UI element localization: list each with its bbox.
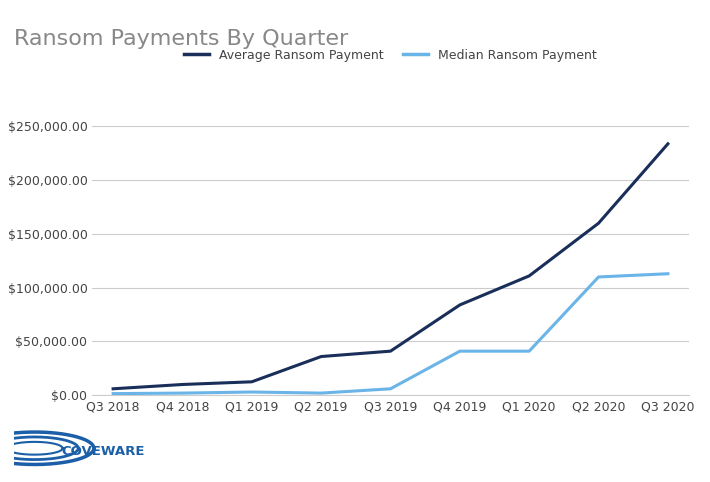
Text: Ransom Payments By Quarter: Ransom Payments By Quarter bbox=[14, 29, 349, 49]
Text: COVEWARE: COVEWARE bbox=[61, 445, 145, 457]
Legend: Average Ransom Payment, Median Ransom Payment: Average Ransom Payment, Median Ransom Pa… bbox=[180, 44, 601, 67]
